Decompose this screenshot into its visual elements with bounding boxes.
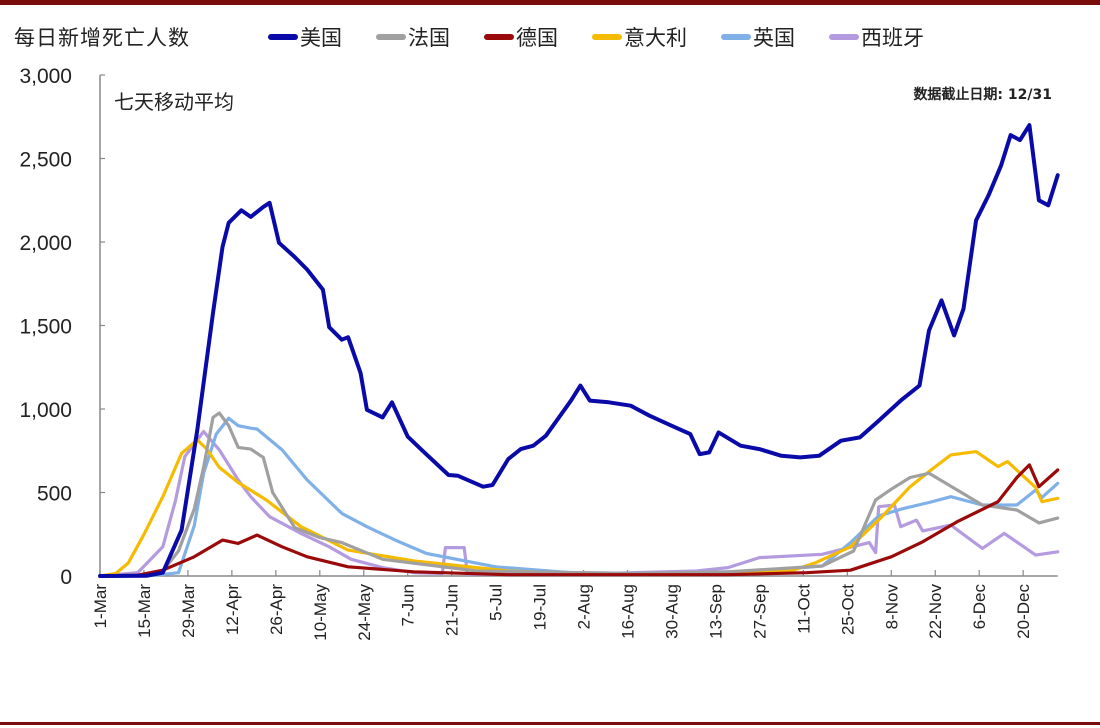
series-line-3	[98, 438, 1060, 578]
x-tick-label: 13-Sep	[706, 584, 725, 639]
x-tick-label: 21-Jun	[443, 584, 462, 636]
x-tick-label: 24-May	[355, 584, 374, 641]
x-tick-label: 1-Mar	[91, 584, 110, 629]
chart-subtitle: 七天移动平均	[114, 90, 234, 114]
legend-item: 意大利	[592, 22, 687, 52]
legend-swatch	[268, 34, 298, 40]
legend-label: 法国	[408, 26, 450, 50]
legend-item: 英国	[721, 22, 795, 52]
x-tick-label: 6-Dec	[970, 584, 989, 630]
legend-item: 法国	[376, 22, 450, 52]
chart-title: 每日新增死亡人数	[14, 26, 190, 50]
x-tick-label: 29-Mar	[179, 584, 198, 638]
series-line-5	[98, 429, 1060, 578]
x-tick-label: 22-Nov	[926, 584, 945, 639]
x-tick-label: 5-Jul	[487, 584, 506, 621]
y-tick-label: 500	[37, 483, 72, 506]
series-line-2	[98, 463, 1060, 578]
legend-swatch	[721, 34, 751, 40]
series-line-0	[98, 123, 1060, 578]
legend-label: 美国	[300, 26, 342, 50]
y-tick-label: 1,000	[19, 399, 72, 422]
x-tick-label: 7-Jun	[399, 584, 418, 627]
y-tick-label: 0	[60, 566, 72, 589]
y-tick-label: 2,500	[19, 149, 72, 172]
x-tick-label: 16-Aug	[619, 584, 638, 639]
series-line-1	[98, 411, 1060, 578]
legend-label: 德国	[516, 26, 558, 50]
legend-item: 美国	[268, 22, 342, 52]
data-cutoff-annotation: 数据截止日期: 12/31	[913, 87, 1052, 103]
bottom-border	[0, 722, 1100, 725]
y-tick-label: 2,000	[19, 232, 72, 255]
x-tick-label: 25-Oct	[838, 584, 857, 635]
legend-label: 西班牙	[861, 26, 924, 50]
legend-item: 西班牙	[829, 22, 924, 52]
legend-swatch	[376, 34, 406, 40]
x-tick-label: 26-Apr	[267, 584, 286, 635]
legend-item: 德国	[484, 22, 558, 52]
legend: 美国 法国 德国 意大利 英国 西班牙	[268, 22, 924, 52]
x-tick-label: 20-Dec	[1014, 584, 1033, 639]
legend-swatch	[829, 34, 859, 40]
legend-label: 意大利	[624, 26, 687, 50]
x-tick-label: 12-Apr	[223, 584, 242, 635]
legend-swatch	[592, 34, 622, 40]
y-tick-label: 3,000	[19, 65, 72, 88]
x-tick-label: 19-Jul	[531, 584, 550, 630]
legend-swatch	[484, 34, 514, 40]
x-tick-label: 15-Mar	[135, 584, 154, 638]
x-tick-label: 11-Oct	[794, 584, 813, 634]
x-tick-label: 8-Nov	[882, 584, 901, 630]
legend-label: 英国	[753, 26, 795, 50]
x-tick-label: 30-Aug	[662, 584, 681, 639]
series-line-4	[98, 416, 1060, 578]
x-tick-label: 27-Sep	[750, 584, 769, 639]
x-tick-label: 10-May	[311, 584, 330, 641]
y-tick-label: 1,500	[19, 316, 72, 339]
top-border	[0, 0, 1100, 5]
x-tick-label: 2-Aug	[575, 584, 594, 629]
